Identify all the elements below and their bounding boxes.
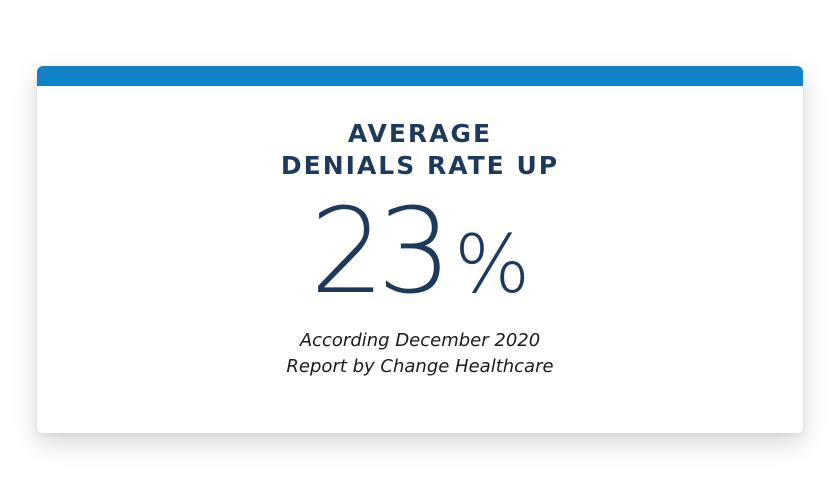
source-line-1: According December 2020 <box>299 330 541 351</box>
headline-line-2: DENIALS RATE UP <box>280 151 560 180</box>
headline: AVERAGE DENIALS RATE UP <box>37 118 803 182</box>
headline-line-1: AVERAGE <box>347 119 493 148</box>
source-line-2: Report by Change Healthcare <box>286 356 554 377</box>
accent-bar <box>37 66 803 86</box>
stat-value: 23% <box>37 192 803 310</box>
stat-card: AVERAGE DENIALS RATE UP 23% According De… <box>37 66 803 433</box>
stat-unit: % <box>454 218 531 311</box>
source-note: According December 2020 Report by Change… <box>37 328 803 380</box>
stat-number: 23 <box>309 182 452 320</box>
